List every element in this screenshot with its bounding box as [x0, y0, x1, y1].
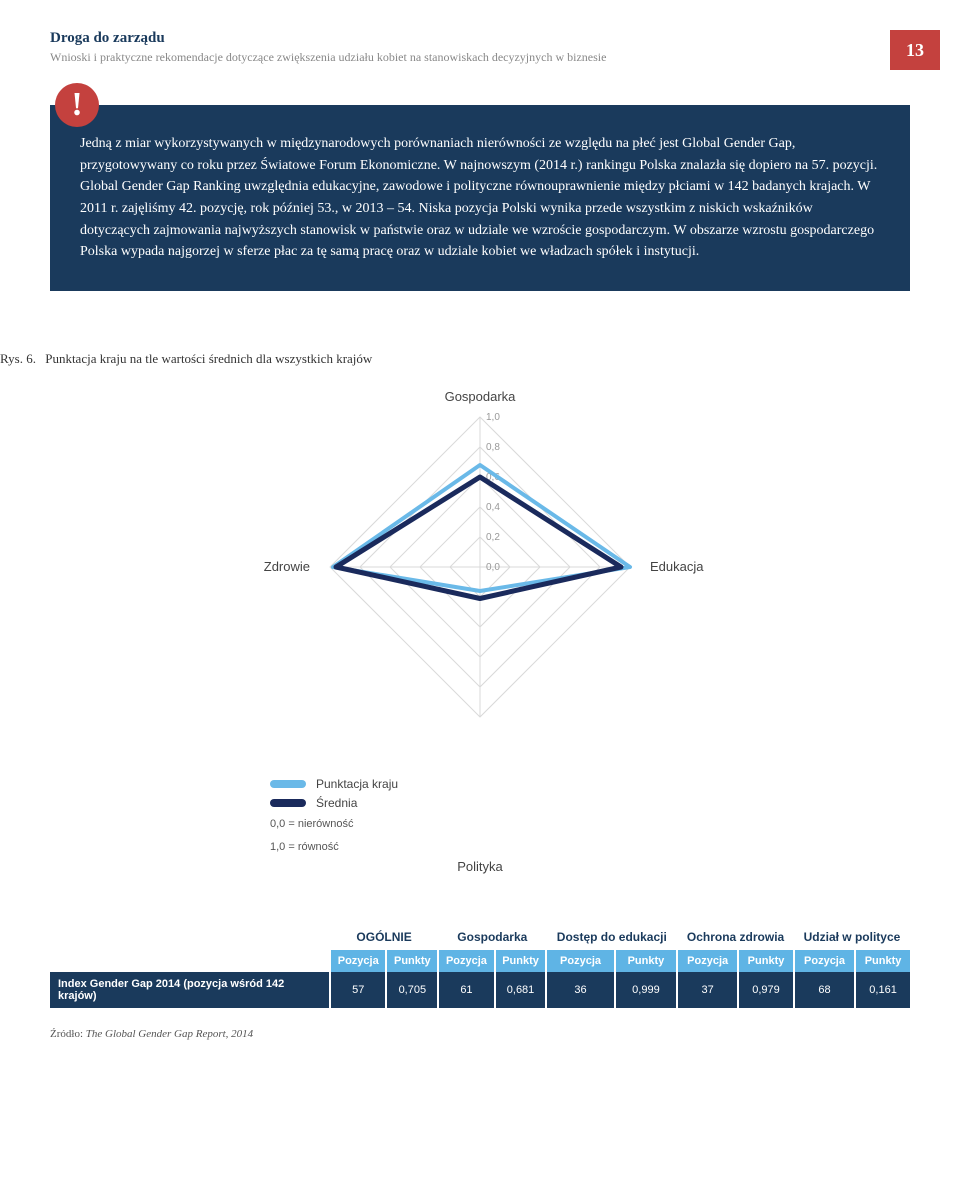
- legend-label-country: Punktacja kraju: [316, 777, 398, 791]
- svg-text:Zdrowie: Zdrowie: [264, 559, 310, 574]
- page-number-badge: 13: [890, 30, 940, 70]
- cell-3-0: 37: [677, 972, 738, 1008]
- svg-text:0,2: 0,2: [486, 532, 500, 543]
- svg-text:Edukacja: Edukacja: [650, 559, 704, 574]
- source-label: Źródło:: [50, 1028, 83, 1040]
- legend-note-1: 1,0 = równość: [270, 839, 910, 856]
- figure-prefix: Rys. 6.: [0, 351, 36, 366]
- group-zdrowie: Ochrona zdrowia: [677, 924, 794, 950]
- group-gospodarka: Gospodarka: [438, 924, 546, 950]
- sub-punkty-4: Punkty: [855, 950, 910, 972]
- figure-caption: Rys. 6. Punktacja kraju na tle wartości …: [0, 351, 910, 367]
- cell-0-0: 57: [330, 972, 386, 1008]
- svg-text:0,0: 0,0: [486, 562, 500, 573]
- sub-pozycja-0: Pozycja: [330, 950, 386, 972]
- table-spacer: [50, 924, 330, 950]
- table-group-row: OGÓLNIE Gospodarka Dostęp do edukacji Oc…: [50, 924, 910, 950]
- header-subtitle: Wnioski i praktyczne rekomendacje dotycz…: [50, 50, 750, 65]
- page-header: Droga do zarządu Wnioski i praktyczne re…: [50, 30, 910, 65]
- sub-punkty-3: Punkty: [738, 950, 794, 972]
- cell-0-1: 0,705: [386, 972, 438, 1008]
- sub-punkty-2: Punkty: [615, 950, 678, 972]
- legend-note-0: 0,0 = nierówność: [270, 816, 910, 833]
- chart-legend: Punktacja kraju Średnia 0,0 = nierówność…: [270, 777, 910, 855]
- header-title: Droga do zarządu: [50, 30, 750, 47]
- source-line: Źródło: The Global Gender Gap Report, 20…: [50, 1028, 910, 1040]
- svg-text:1,0: 1,0: [486, 412, 500, 423]
- legend-swatch-country: [270, 780, 306, 788]
- data-table: OGÓLNIE Gospodarka Dostęp do edukacji Oc…: [50, 924, 910, 1008]
- sub-pozycja-3: Pozycja: [677, 950, 738, 972]
- cell-2-1: 0,999: [615, 972, 678, 1008]
- cell-3-1: 0,979: [738, 972, 794, 1008]
- exclamation-icon: !: [55, 83, 99, 127]
- legend-swatch-average: [270, 799, 306, 807]
- sub-punkty-1: Punkty: [495, 950, 547, 972]
- callout: ! Jedną z miar wykorzystywanych w między…: [50, 105, 910, 291]
- radar-chart: 1,00,80,60,40,20,0GospodarkaEdukacjaZdro…: [130, 377, 830, 757]
- svg-text:0,4: 0,4: [486, 502, 500, 513]
- table-subhead-row: Pozycja Punkty Pozycja Punkty Pozycja Pu…: [50, 950, 910, 972]
- source-text: The Global Gender Gap Report, 2014: [86, 1028, 253, 1040]
- group-edukacja: Dostęp do edukacji: [546, 924, 677, 950]
- group-polityka: Udział w polityce: [794, 924, 910, 950]
- sub-pozycja-1: Pozycja: [438, 950, 494, 972]
- sub-pozycja-2: Pozycja: [546, 950, 614, 972]
- table-row: Index Gender Gap 2014 (pozycja wśród 142…: [50, 972, 910, 1008]
- header-text: Droga do zarządu Wnioski i praktyczne re…: [50, 30, 750, 65]
- sub-pozycja-4: Pozycja: [794, 950, 855, 972]
- legend-item-country: Punktacja kraju: [270, 777, 910, 791]
- svg-text:0,8: 0,8: [486, 442, 500, 453]
- page-root: Droga do zarządu Wnioski i praktyczne re…: [0, 0, 960, 1070]
- gender-gap-table: OGÓLNIE Gospodarka Dostęp do edukacji Oc…: [50, 924, 910, 1008]
- subhead-spacer: [50, 950, 330, 972]
- cell-4-1: 0,161: [855, 972, 910, 1008]
- legend-item-average: Średnia: [270, 796, 910, 810]
- svg-text:Gospodarka: Gospodarka: [445, 389, 517, 404]
- cell-4-0: 68: [794, 972, 855, 1008]
- cell-2-0: 36: [546, 972, 614, 1008]
- callout-text: Jedną z miar wykorzystywanych w międzyna…: [50, 105, 910, 291]
- sub-punkty-0: Punkty: [386, 950, 438, 972]
- axis-label-polityka: Polityka: [50, 859, 910, 874]
- cell-1-1: 0,681: [495, 972, 547, 1008]
- row-label: Index Gender Gap 2014 (pozycja wśród 142…: [50, 972, 330, 1008]
- cell-1-0: 61: [438, 972, 494, 1008]
- legend-label-average: Średnia: [316, 796, 357, 810]
- radar-svg: 1,00,80,60,40,20,0GospodarkaEdukacjaZdro…: [130, 377, 830, 737]
- figure-caption-text: Punktacja kraju na tle wartości średnich…: [45, 351, 372, 366]
- group-ogolnie: OGÓLNIE: [330, 924, 438, 950]
